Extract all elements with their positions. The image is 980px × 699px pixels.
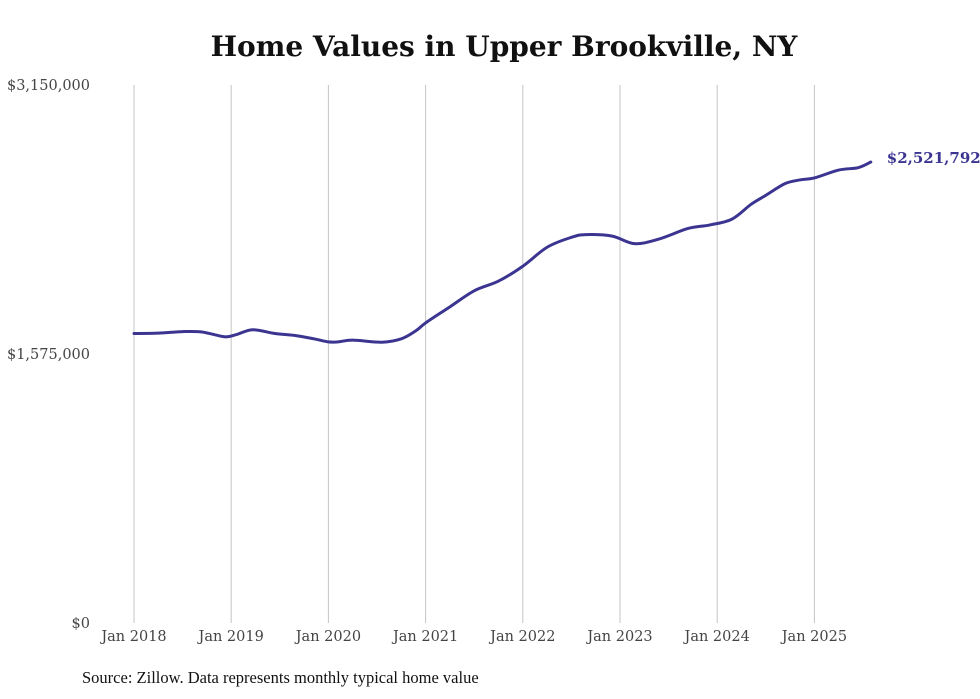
x-tick-label: Jan 2020 [294, 629, 361, 645]
x-axis-ticks: Jan 2018 Jan 2019 Jan 2020 Jan 2021 Jan 2022… [99, 629, 847, 645]
y-tick-label: $0 [72, 616, 90, 632]
x-tick-label: Jan 2024 [683, 629, 750, 645]
y-tick-label: $3,150,000 [7, 78, 90, 94]
x-tick-label: Jan 2022 [488, 629, 555, 645]
y-axis-ticks: $3,150,000 $1,575,000 $0 [7, 78, 90, 632]
series-layer: $2,521,792 [132, 149, 980, 344]
series-line [132, 160, 873, 344]
end-value-label: $2,521,792 [887, 149, 980, 167]
x-tick-label: Jan 2018 [99, 629, 166, 645]
y-tick-label: $1,575,000 [7, 347, 90, 363]
x-tick-label: Jan 2019 [197, 629, 264, 645]
chart-title: Home Values in Upper Brookville, NY [210, 30, 798, 63]
gridlines [133, 85, 815, 623]
x-tick-label: Jan 2023 [585, 629, 652, 645]
source-note: Source: Zillow. Data represents monthly … [82, 668, 479, 687]
x-tick-label: Jan 2025 [780, 629, 847, 645]
x-tick-label: Jan 2021 [391, 629, 458, 645]
